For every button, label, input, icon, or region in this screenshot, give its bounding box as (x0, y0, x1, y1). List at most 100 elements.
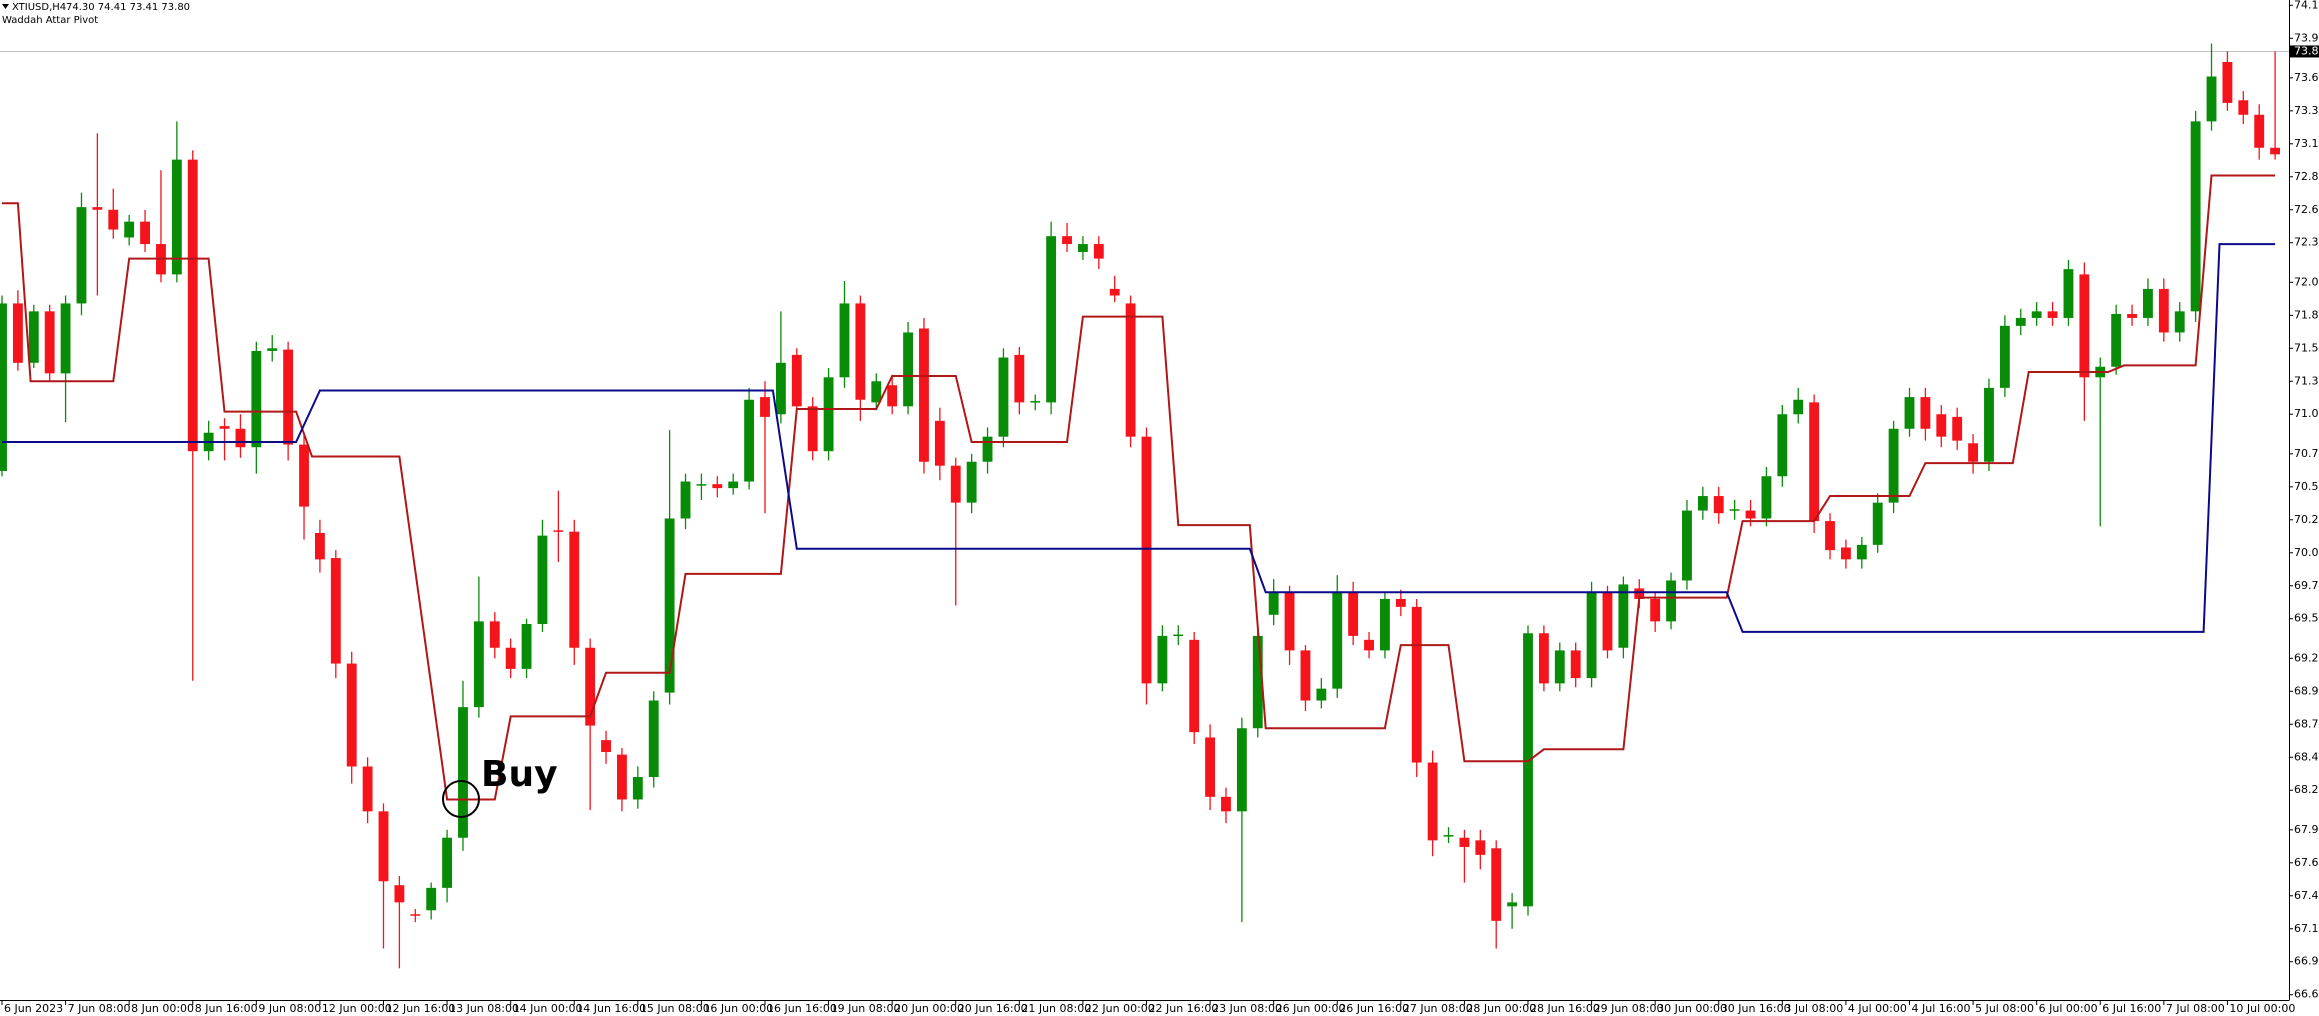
x-tick-label: 6 Jun 2023 (4, 1002, 63, 1015)
x-tick-label: 20 Jun 16:00 (958, 1002, 1028, 1015)
y-tick-label: 70.25 (2294, 513, 2319, 526)
y-tick-label: 71.55 (2294, 341, 2319, 354)
y-tick-label: 67.15 (2294, 922, 2319, 935)
candle-body (1570, 650, 1581, 679)
x-tick-label: 29 Jun 08:00 (1594, 1002, 1664, 1015)
candle-body (760, 397, 770, 417)
candle-body (1268, 592, 1279, 615)
x-tick-label: 16 Jun 00:00 (703, 1002, 773, 1015)
collapse-icon[interactable] (2, 4, 9, 9)
candle-body (1602, 592, 1613, 651)
candle-body (330, 558, 341, 664)
candle-body (108, 209, 119, 230)
x-tick-label: 6 Jul 16:00 (2102, 1002, 2161, 1015)
y-tick-label: 66.65 (2294, 988, 2319, 1001)
candle-body (966, 461, 977, 503)
candle-body (1189, 639, 1200, 733)
candle-body (1904, 397, 1915, 429)
y-tick-label: 67.90 (2294, 823, 2319, 836)
candle-body (855, 303, 866, 400)
candle-body (473, 621, 484, 708)
y-tick-label: 71.05 (2294, 407, 2319, 420)
x-tick-label: 3 Jul 08:00 (1784, 1002, 1843, 1015)
candle-body (2174, 311, 2185, 333)
candle-body (1745, 510, 1756, 519)
y-tick-label: 71.30 (2294, 374, 2319, 387)
candle-body (394, 885, 405, 903)
y-tick-label: 68.20 (2294, 783, 2319, 796)
candle-body (728, 481, 739, 489)
y-tick-label: 69.20 (2294, 651, 2319, 664)
x-tick-label: 27 Jun 08:00 (1403, 1002, 1473, 1015)
candle-body (1920, 397, 1931, 429)
candle-body (775, 362, 786, 415)
candle-body (1666, 580, 1676, 622)
y-tick-label: 72.60 (2294, 203, 2319, 216)
candle-body (648, 700, 659, 778)
x-tick-label: 4 Jul 00:00 (1848, 1002, 1907, 1015)
candle-body (2063, 269, 2074, 318)
candle-body (1491, 848, 1502, 921)
candle-body (982, 436, 993, 462)
x-tick-label: 28 Jun 00:00 (1466, 1002, 1536, 1015)
candle-body (1411, 606, 1422, 763)
candle-body (903, 332, 913, 407)
candle-body (632, 777, 643, 800)
candle-body (1713, 496, 1724, 514)
candle-body (1793, 399, 1804, 415)
buy-marker (442, 780, 480, 818)
candle-body (1014, 354, 1025, 403)
candle-body (2238, 100, 2249, 115)
candle-body (537, 535, 548, 625)
candle-body (187, 159, 198, 452)
y-tick-label: 73.10 (2294, 137, 2319, 150)
y-tick-label: 70.00 (2294, 546, 2319, 559)
candle-body (1840, 547, 1851, 560)
candle-body (76, 207, 87, 304)
candle-body (1777, 414, 1788, 477)
candle-body (1046, 236, 1057, 403)
candle-body (1173, 634, 1184, 637)
candle-body (1697, 496, 1708, 511)
candle-body (934, 420, 945, 466)
candle-body (569, 531, 580, 648)
y-tick-label: 74.15 (2294, 0, 2319, 11)
y-tick-label: 73.60 (2294, 71, 2319, 84)
candle-body (919, 328, 929, 462)
x-tick-label: 14 Jun 00:00 (513, 1002, 583, 1015)
x-tick-label: 26 Jun 16:00 (1339, 1002, 1409, 1015)
candle-body (1077, 244, 1088, 252)
candle-body (299, 444, 309, 507)
x-tick-label: 22 Jun 16:00 (1149, 1002, 1219, 1015)
candle-body (1284, 592, 1295, 651)
candle-body (1380, 598, 1390, 651)
x-tick-label: 6 Jul 00:00 (2039, 1002, 2098, 1015)
candle-body (521, 624, 532, 669)
candle-body (140, 221, 150, 245)
candle-body (1348, 592, 1359, 636)
candle-body (489, 621, 500, 648)
candle-body (1888, 428, 1899, 503)
candle-body (1968, 443, 1979, 462)
y-tick-label: 67.40 (2294, 889, 2319, 902)
candle-body (505, 647, 516, 669)
candle-body (1538, 633, 1549, 684)
candle-body (1157, 635, 1168, 684)
candle-body (998, 357, 1009, 437)
x-tick-label: 4 Jul 16:00 (1912, 1002, 1971, 1015)
candle-body (601, 740, 611, 752)
candle-body (871, 381, 882, 403)
candle-body (458, 707, 468, 838)
candle-body (2158, 288, 2169, 333)
candle-body (1109, 288, 1120, 296)
candle-body (1634, 588, 1645, 599)
y-tick-label: 73.35 (2294, 104, 2319, 117)
candle-body (1459, 837, 1470, 847)
y-tick-label: 72.35 (2294, 236, 2319, 249)
candle-body (1650, 598, 1661, 622)
candle-body (1809, 402, 1820, 522)
candle-body (1332, 592, 1343, 689)
candle-body (1125, 303, 1136, 437)
x-tick-label: 12 Jun 00:00 (322, 1002, 392, 1015)
